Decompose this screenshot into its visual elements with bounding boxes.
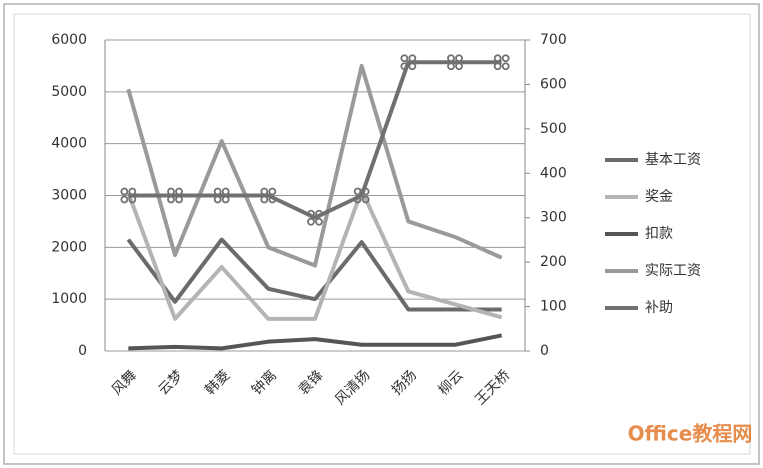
y-tick-label: 2000 xyxy=(51,239,87,255)
y-tick-label: 5000 xyxy=(51,84,87,100)
marker xyxy=(120,187,137,204)
marker xyxy=(167,187,183,204)
chart-area xyxy=(13,13,751,455)
y2-tick-label: 700 xyxy=(540,32,567,48)
y2-tick-label: 300 xyxy=(540,210,567,226)
legend-label: 补助 xyxy=(645,300,673,316)
series-line xyxy=(126,237,502,312)
y2-tick-label: 200 xyxy=(540,254,567,270)
marker xyxy=(493,54,510,71)
legend-label: 奖金 xyxy=(645,188,673,205)
series-line xyxy=(128,333,503,351)
series-line xyxy=(126,63,503,268)
marker xyxy=(307,209,323,226)
y-tick-label: 6000 xyxy=(51,32,87,48)
marker xyxy=(213,187,230,204)
series-line xyxy=(126,188,503,321)
y-tick-label: 1000 xyxy=(51,291,87,307)
y2-tick-label: 400 xyxy=(540,165,567,181)
y2-tick-label: 0 xyxy=(540,343,549,359)
marker xyxy=(353,187,370,204)
marker xyxy=(260,187,277,204)
watermark: Office教程网 xyxy=(628,422,753,446)
y-tick-label: 0 xyxy=(78,343,87,359)
y2-tick-label: 600 xyxy=(540,76,567,92)
series-line xyxy=(128,60,502,220)
y-tick-label: 4000 xyxy=(51,136,87,152)
marker xyxy=(447,54,463,71)
y-tick-label: 3000 xyxy=(51,188,87,204)
y2-tick-label: 100 xyxy=(540,299,567,315)
legend-label: 扣款 xyxy=(645,226,673,242)
legend-label: 基本工资 xyxy=(645,151,701,168)
legend-label: 实际工资 xyxy=(645,263,701,279)
marker xyxy=(400,54,417,71)
y2-tick-label: 500 xyxy=(540,121,567,137)
